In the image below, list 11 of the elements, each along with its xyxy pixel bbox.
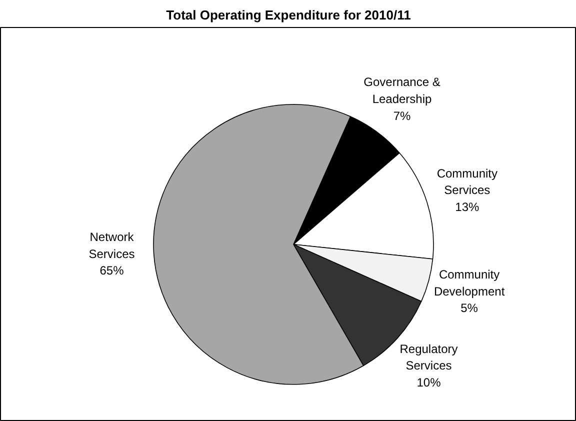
- data-label: 13%: [455, 200, 480, 214]
- slice-label: Regulatory Services: [400, 342, 458, 373]
- slice-label: Community Development: [434, 267, 506, 298]
- data-label: 5%: [460, 301, 478, 316]
- data-label: 7%: [393, 108, 412, 123]
- slice-label: Governance & Leadership: [364, 75, 440, 106]
- chart-title: Total Operating Expenditure for 2010/11: [166, 8, 411, 22]
- slice-label: Network Services: [88, 230, 135, 261]
- data-label: 10%: [416, 375, 442, 390]
- data-label: 65%: [100, 264, 124, 278]
- slice-label: Community Services: [436, 166, 498, 198]
